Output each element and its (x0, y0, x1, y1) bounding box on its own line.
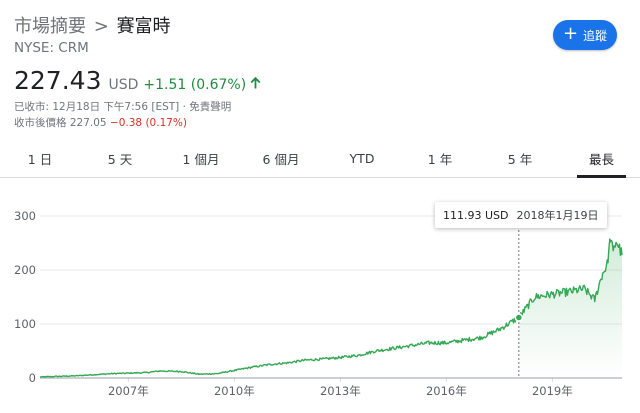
y-tick-label: 100 (14, 317, 36, 331)
price-change: +1.51 (0.67%) (143, 77, 247, 93)
x-tick-label: 2007年 (108, 384, 149, 398)
y-tick-label: 200 (14, 263, 36, 277)
x-tick-label: 2013年 (320, 384, 361, 398)
x-tick-label: 2016年 (426, 384, 467, 398)
after-hours-info: 收市後價格 227.05 −0.38 (0.17%) (14, 115, 187, 130)
y-tick-label: 0 (29, 371, 36, 385)
currency: USD (108, 77, 139, 93)
ticker-symbol: NYSE: CRM (14, 40, 89, 56)
company-name: 賽富時 (116, 16, 171, 37)
chart-tooltip: 111.93 USD 2018年1月19日 (435, 202, 607, 228)
follow-button[interactable]: + 追蹤 (553, 20, 617, 50)
tooltip-date: 2018年1月19日 (516, 209, 599, 222)
x-tick-label: 2019年 (532, 384, 573, 398)
tab-5-days[interactable]: 5 天 (107, 152, 133, 167)
y-tick-label: 300 (14, 209, 36, 223)
after-hours-change: −0.38 (0.17%) (109, 117, 188, 129)
follow-button-label: 追蹤 (583, 28, 608, 43)
breadcrumb: 市場摘要 > 賽富時 (14, 12, 171, 38)
hover-point (514, 313, 524, 322)
tab-1-day[interactable]: 1 日 (27, 152, 53, 167)
current-price: 227.43 (14, 66, 102, 95)
tab-1-month[interactable]: 1 個月 (182, 152, 220, 167)
breadcrumb-separator: > (93, 16, 109, 37)
after-hours-label: 收市後價格 (14, 117, 67, 129)
tab-6-months[interactable]: 6 個月 (262, 152, 300, 167)
up-arrow-icon (250, 77, 261, 89)
price-row: 227.43 USD +1.51 (0.67%) (14, 66, 261, 95)
after-hours-price: 227.05 (69, 117, 107, 129)
tooltip-value: 111.93 USD (443, 208, 509, 222)
time-range-tabs: 1 日 5 天 1 個月 6 個月 YTD 1 年 5 年 最長 (0, 140, 640, 178)
plus-icon: + (562, 23, 579, 44)
tab-5-years[interactable]: 5 年 (507, 152, 533, 167)
tab-1-year[interactable]: 1 年 (427, 152, 453, 167)
tab-ytd[interactable]: YTD (349, 151, 375, 166)
close-info: 已收市: 12月18日 下午7:56 [EST] · 免責聲明 (14, 101, 232, 113)
x-tick-label: 2010年 (214, 384, 255, 398)
price-area (518, 239, 622, 378)
price-chart[interactable]: 0 100 200 300 2007年 2010年 2013年 2016年 2019年 (0, 178, 640, 413)
breadcrumb-market-summary[interactable]: 市場摘要 (14, 16, 86, 37)
price-line (39, 238, 623, 378)
tab-max[interactable]: 最長 (577, 140, 626, 178)
